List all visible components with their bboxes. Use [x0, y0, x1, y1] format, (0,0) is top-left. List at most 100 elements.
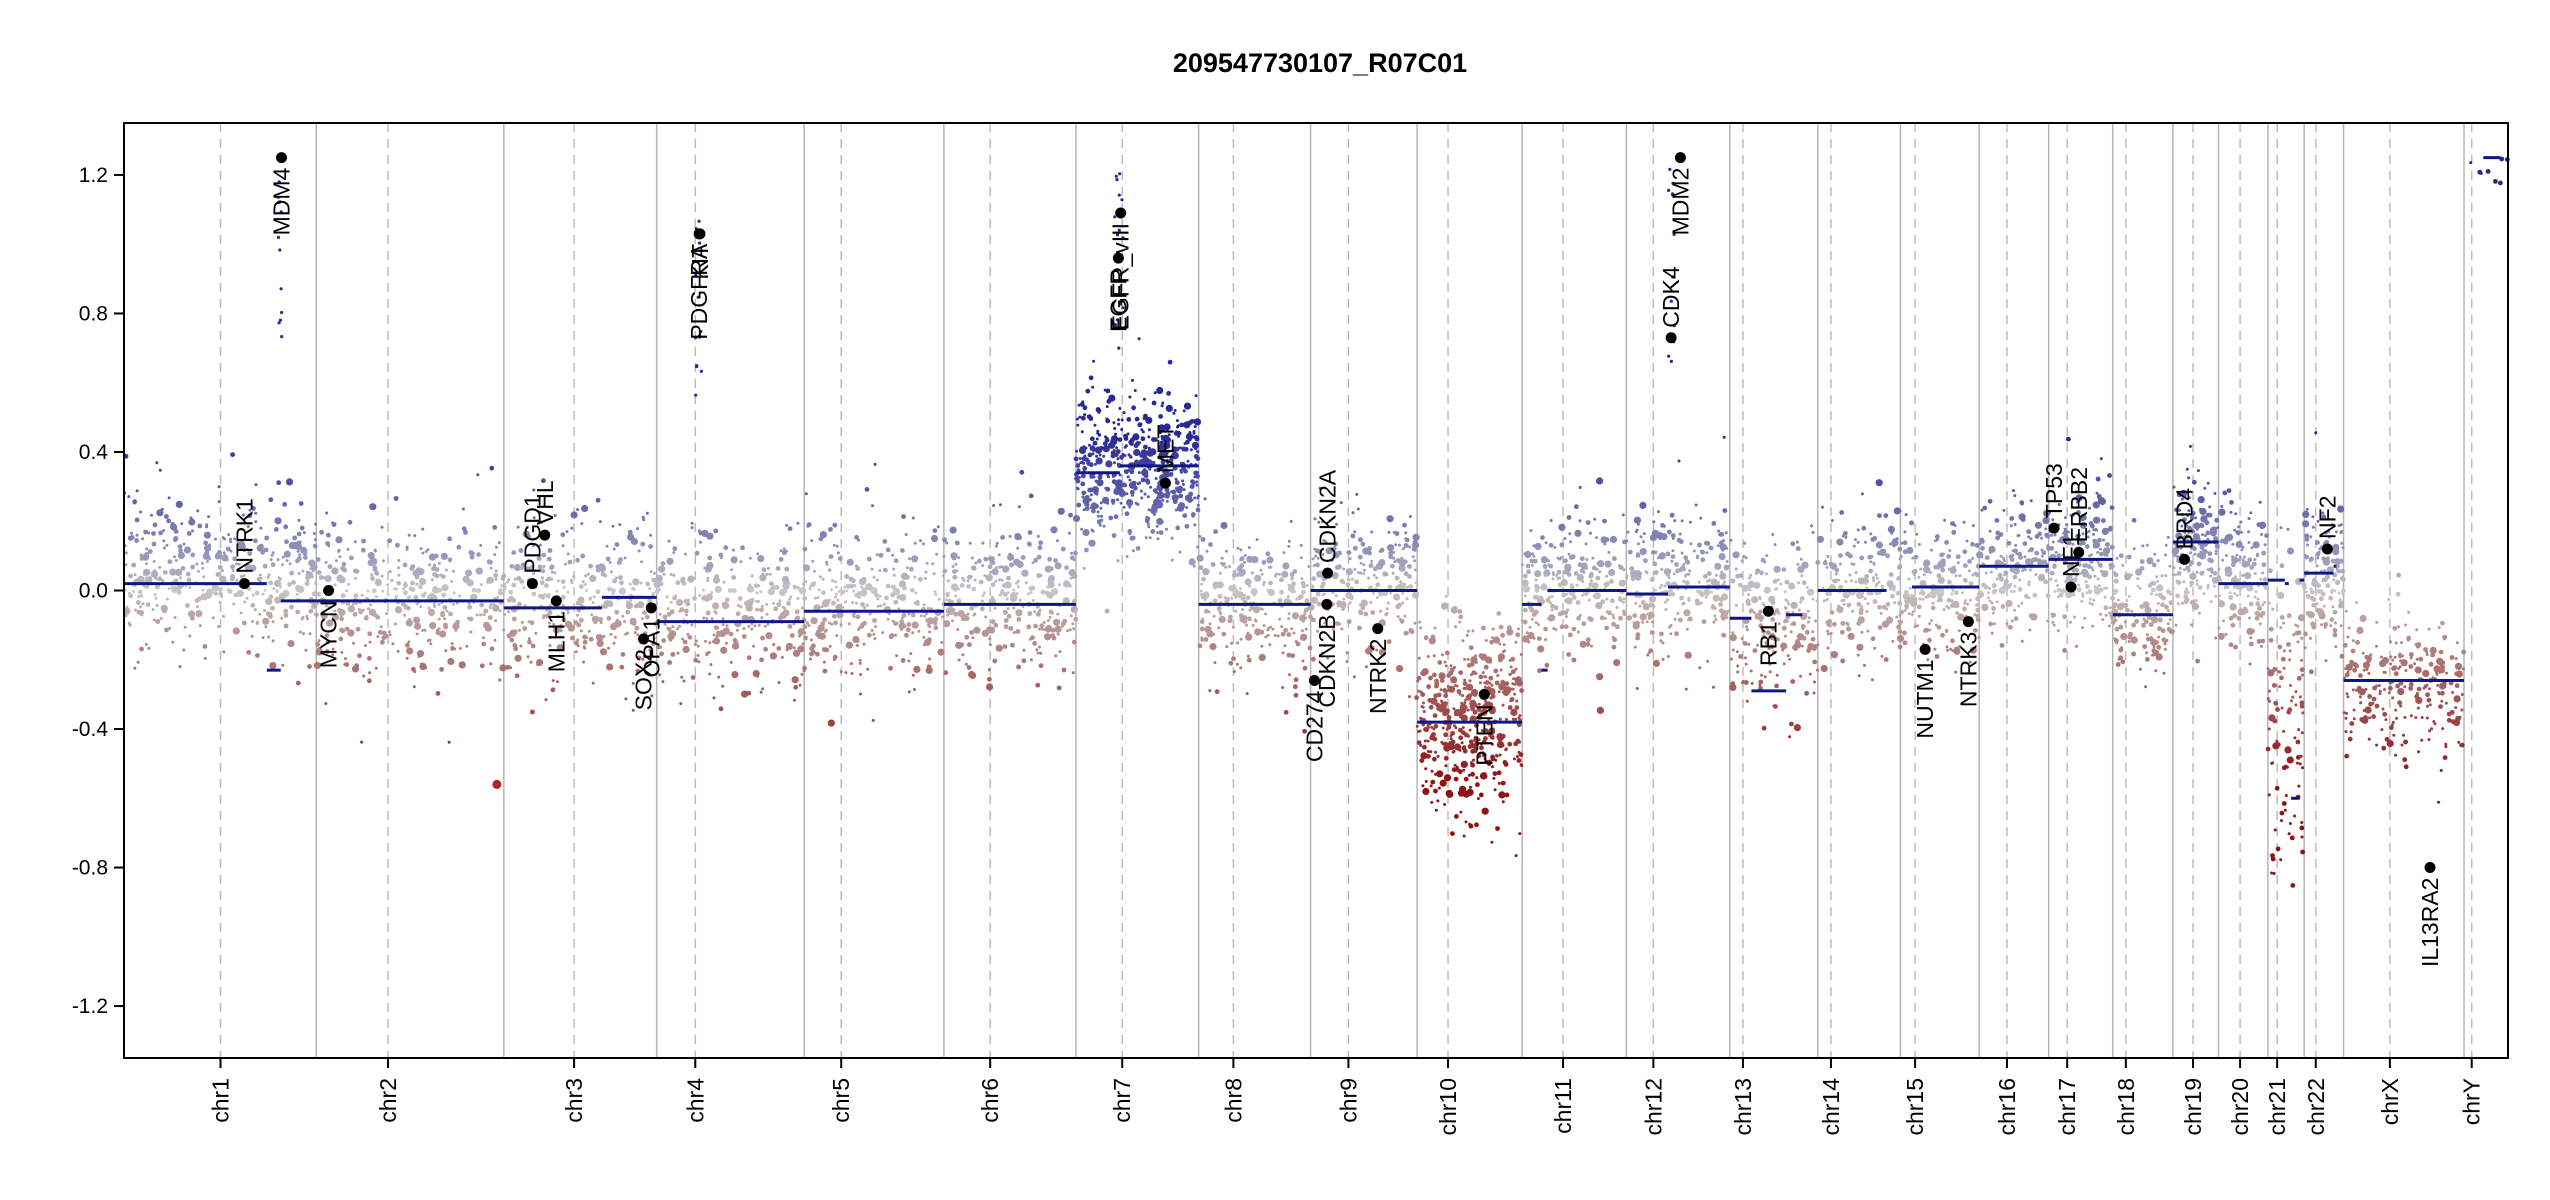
probe-point [824, 647, 830, 653]
probe-point [1789, 630, 1793, 634]
probe-point [1216, 581, 1224, 589]
probe-point [637, 549, 641, 553]
probe-point [1995, 530, 2001, 536]
probe-point [1811, 630, 1815, 634]
probe-point [789, 633, 795, 638]
probe-point [1529, 607, 1535, 613]
probe-point [899, 627, 903, 631]
probe-point [1156, 531, 1160, 535]
probe-point [970, 556, 974, 560]
probe-point [561, 544, 565, 548]
probe-point [395, 542, 400, 548]
probe-point [780, 655, 784, 659]
probe-point [1054, 654, 1058, 658]
probe-point [1826, 646, 1830, 650]
probe-point [1683, 555, 1689, 561]
probe-point [2018, 555, 2023, 560]
probe-point [1446, 685, 1450, 689]
probe-point [1481, 625, 1486, 631]
probe-point [704, 639, 707, 643]
probe-point [1548, 563, 1554, 569]
probe-point [1920, 589, 1924, 593]
probe-point [591, 681, 595, 685]
probe-point [381, 589, 385, 593]
probe-point [706, 579, 710, 583]
probe-point [1892, 538, 1898, 543]
probe-point [2056, 587, 2062, 593]
probe-point [1003, 618, 1009, 623]
probe-point [1082, 405, 1088, 411]
probe-point [204, 591, 213, 599]
probe-point [1114, 432, 1118, 436]
probe-point [1233, 588, 1239, 594]
probe-point [1387, 530, 1391, 534]
probe-point [2103, 553, 2107, 557]
probe-point [802, 624, 808, 630]
probe-point [1269, 625, 1273, 629]
probe-point [937, 648, 945, 656]
probe-point [1522, 607, 1528, 613]
probe-point [1675, 568, 1680, 574]
probe-point [175, 568, 183, 577]
probe-point [514, 673, 520, 679]
probe-point [576, 622, 582, 628]
probe-point [333, 583, 337, 587]
probe-point [798, 587, 807, 595]
probe-point [1897, 575, 1901, 579]
probe-point [1424, 780, 1428, 783]
probe-point [1297, 595, 1303, 601]
probe-point [1736, 670, 1740, 674]
probe-point [1358, 610, 1364, 616]
probe-point [178, 665, 182, 669]
probe-point [943, 620, 951, 628]
probe-point [550, 570, 554, 574]
probe-point [1657, 510, 1660, 514]
probe-point [1934, 534, 1940, 540]
probe-point [1451, 750, 1455, 754]
probe-point [730, 556, 738, 564]
probe-point [1386, 515, 1394, 523]
probe-point [1119, 501, 1123, 505]
probe-point [173, 529, 179, 534]
probe-point [1237, 565, 1243, 571]
probe-point [1870, 555, 1874, 559]
probe-point [186, 531, 192, 536]
probe-point [1019, 469, 1025, 475]
probe-point [1596, 477, 1604, 485]
probe-point [1358, 537, 1363, 542]
probe-point [1488, 675, 1494, 681]
probe-point [595, 589, 601, 595]
probe-point [658, 565, 666, 573]
probe-point [570, 526, 574, 530]
probe-point [714, 574, 719, 580]
probe-point [2005, 599, 2013, 608]
probe-point [341, 561, 347, 567]
probe-point [1170, 536, 1174, 540]
probe-point [1652, 561, 1658, 567]
probe-point [1097, 514, 1100, 518]
probe-point [1307, 565, 1311, 568]
probe-point [799, 633, 803, 636]
probe-point [1178, 493, 1184, 499]
probe-point [1804, 612, 1808, 616]
probe-point [763, 646, 768, 652]
probe-point [1033, 610, 1037, 614]
probe-point [1886, 580, 1894, 588]
probe-point [1439, 672, 1443, 676]
probe-point [1659, 631, 1664, 637]
probe-point [1779, 582, 1783, 586]
probe-point [1436, 754, 1440, 758]
probe-point [1744, 625, 1748, 629]
probe-point [325, 511, 329, 515]
probe-point [1442, 708, 1450, 716]
probe-point [1718, 553, 1726, 561]
probe-point [1000, 535, 1005, 540]
probe-point [494, 545, 498, 549]
probe-point [1907, 577, 1911, 581]
probe-point [1771, 533, 1775, 536]
probe-point [1426, 684, 1431, 690]
probe-point [135, 489, 139, 493]
probe-point [1141, 430, 1145, 434]
probe-point [1013, 562, 1017, 566]
probe-point [1921, 597, 1925, 601]
